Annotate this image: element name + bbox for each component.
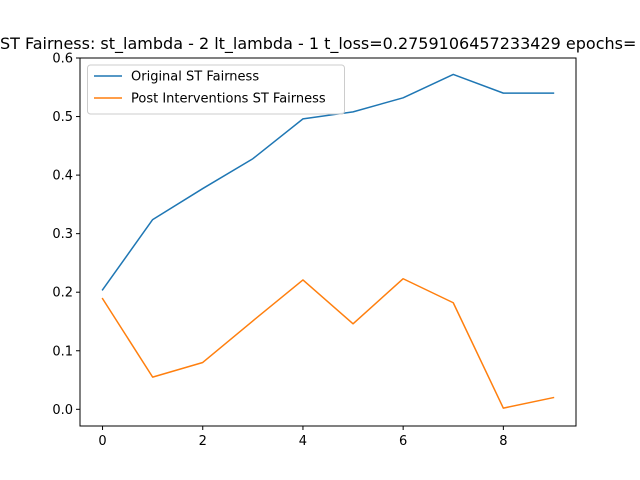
legend-label: Original ST Fairness: [131, 70, 259, 85]
y-tick-label: 0.1: [52, 344, 73, 359]
y-axis: 0.0 0.1 0.2 0.3 0.4 0.5 0.6: [52, 52, 80, 418]
legend-label: Post Interventions ST Fairness: [131, 92, 326, 107]
series-lines: [101, 73, 555, 409]
x-axis: 0 2 4 6 8: [98, 426, 507, 449]
x-tick-label: 4: [299, 434, 307, 449]
y-tick-label: 0.5: [52, 110, 73, 125]
x-tick-label: 2: [199, 434, 207, 449]
series-line-1: [101, 73, 555, 291]
legend: Original ST Fairness Post Interventions S…: [87, 64, 345, 115]
x-tick-label: 0: [98, 434, 106, 449]
x-tick-label: 8: [499, 434, 507, 449]
series-line-2: [101, 277, 555, 409]
x-tick-label: 6: [399, 434, 407, 449]
y-tick-label: 0.4: [52, 169, 73, 184]
y-tick-label: 0.0: [52, 403, 73, 418]
plot-area: [79, 57, 577, 427]
legend-box: [87, 64, 345, 115]
y-tick-label: 0.3: [52, 227, 73, 242]
y-tick-label: 0.6: [52, 52, 73, 67]
chart-title: ST Fairness: st_lambda - 2 lt_lambda - 1…: [0, 34, 636, 54]
y-tick-label: 0.2: [52, 286, 73, 301]
